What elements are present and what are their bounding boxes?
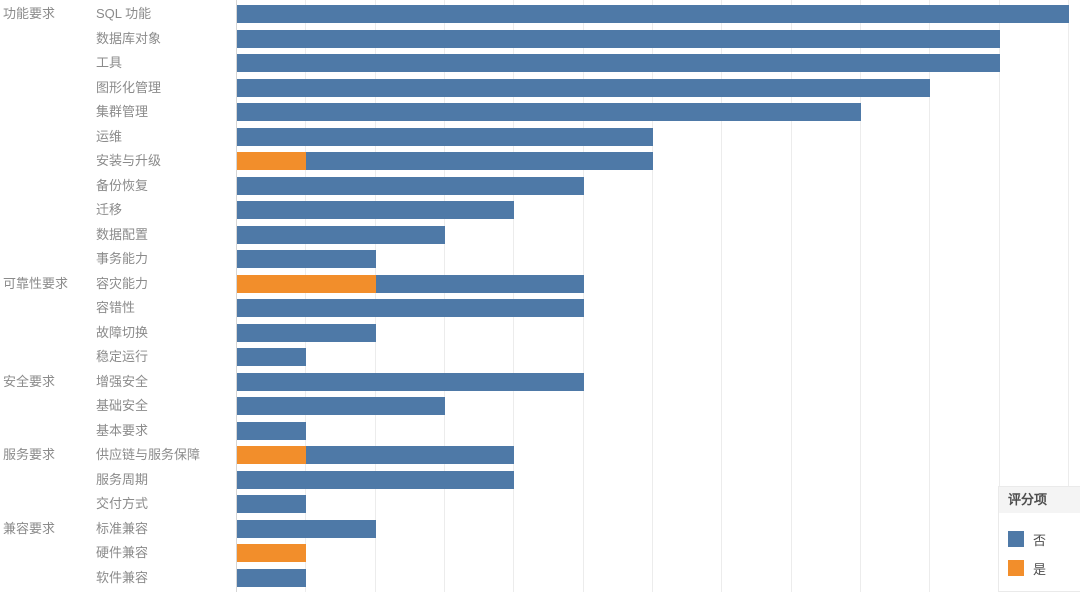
- item-label: 备份恢复: [96, 177, 149, 193]
- bar-segment-no[interactable]: [237, 250, 376, 269]
- gridline: [513, 0, 515, 592]
- item-label: SQL 功能: [96, 6, 152, 21]
- bar-segment-no[interactable]: [237, 201, 515, 220]
- legend: 评分项 否 是: [998, 486, 1080, 592]
- item-label: 故障切换: [96, 324, 149, 340]
- legend-label-no: 否: [1033, 532, 1047, 548]
- item-label: 安装与升级: [96, 153, 162, 168]
- gridline: [929, 0, 931, 592]
- item-label: 迁移: [96, 202, 123, 217]
- gridline: [443, 0, 445, 592]
- bar-segment-no[interactable]: [306, 152, 653, 171]
- gridline: [859, 0, 861, 592]
- group-label: 兼容要求: [3, 520, 56, 536]
- bar-segment-no[interactable]: [237, 519, 376, 538]
- item-label: 事务能力: [96, 251, 149, 266]
- gridline: [374, 0, 376, 592]
- bar-segment-no[interactable]: [237, 103, 861, 122]
- legend-item-no[interactable]: 否: [1008, 527, 1080, 551]
- legend-title: 评分项: [999, 487, 1080, 513]
- bar-segment-no[interactable]: [237, 127, 653, 146]
- item-label: 基本要求: [96, 422, 149, 438]
- bar-segment-no[interactable]: [375, 274, 584, 293]
- gridline: [998, 0, 1000, 592]
- item-label: 供应链与服务保障: [96, 447, 201, 462]
- gridline: [651, 0, 653, 592]
- item-label: 服务周期: [96, 471, 149, 487]
- group-label: 服务要求: [3, 447, 56, 462]
- gridline: [305, 0, 307, 592]
- item-label: 交付方式: [96, 496, 149, 511]
- item-label: 数据库对象: [96, 30, 162, 46]
- bar-segment-no[interactable]: [237, 78, 931, 97]
- y-axis-line: [236, 0, 237, 592]
- group-label: 功能要求: [3, 6, 56, 21]
- bar-segment-no[interactable]: [237, 348, 307, 367]
- bar-segment-no[interactable]: [237, 372, 584, 391]
- group-label: 可靠性要求: [3, 275, 69, 291]
- item-label: 硬件兼容: [96, 545, 149, 560]
- bar-segment-no[interactable]: [237, 323, 376, 342]
- bar-segment-no[interactable]: [237, 397, 445, 416]
- gridline: [721, 0, 723, 592]
- bar-segment-no[interactable]: [237, 470, 515, 489]
- legend-label-yes: 是: [1033, 561, 1047, 577]
- legend-items: 否 是: [999, 513, 1080, 580]
- bar-segment-no[interactable]: [237, 54, 1000, 73]
- item-label: 软件兼容: [96, 569, 149, 585]
- item-label: 运维: [96, 128, 123, 144]
- legend-swatch-yes-icon: [1008, 560, 1024, 576]
- bar-segment-no[interactable]: [237, 225, 445, 244]
- bar-segment-no[interactable]: [237, 5, 1069, 24]
- bar-segment-no[interactable]: [306, 446, 515, 465]
- item-label: 增强安全: [96, 373, 149, 389]
- bar-segment-no[interactable]: [237, 299, 584, 318]
- item-label: 容灾能力: [96, 275, 149, 291]
- bar-segment-no[interactable]: [237, 421, 307, 440]
- item-label: 数据配置: [96, 226, 149, 242]
- item-label: 容错性: [96, 300, 136, 315]
- gridline: [790, 0, 792, 592]
- item-label: 工具: [96, 55, 123, 70]
- bar-segment-yes[interactable]: [237, 446, 307, 465]
- item-label: 集群管理: [96, 104, 149, 119]
- bar-segment-no[interactable]: [237, 568, 307, 587]
- bar-segment-yes[interactable]: [237, 544, 307, 563]
- item-label: 图形化管理: [96, 79, 162, 95]
- gridline: [582, 0, 584, 592]
- bar-segment-yes[interactable]: [237, 274, 376, 293]
- bar-segment-yes[interactable]: [237, 152, 307, 171]
- bar-segment-no[interactable]: [237, 176, 584, 195]
- group-label: 安全要求: [3, 373, 56, 389]
- gridline: [1067, 0, 1069, 592]
- item-label: 基础安全: [96, 398, 149, 413]
- legend-item-yes[interactable]: 是: [1008, 556, 1080, 580]
- bar-segment-no[interactable]: [237, 29, 1000, 48]
- item-label: 标准兼容: [96, 520, 149, 536]
- legend-swatch-no-icon: [1008, 531, 1024, 547]
- item-label: 稳定运行: [96, 349, 149, 364]
- bar-segment-no[interactable]: [237, 495, 307, 514]
